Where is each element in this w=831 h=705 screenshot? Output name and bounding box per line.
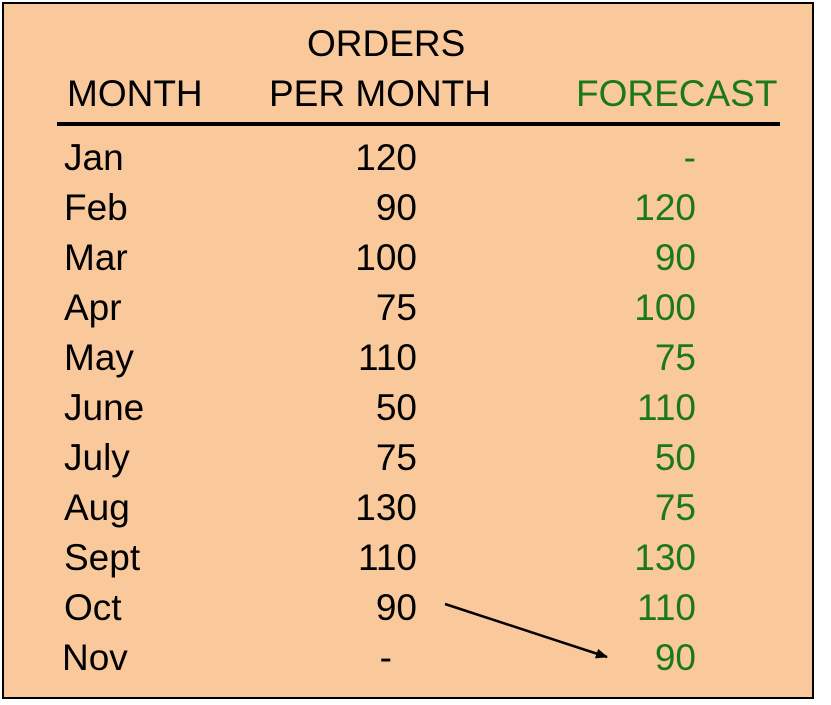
forecast-cell: 75 xyxy=(654,337,696,378)
month-cell: Sept xyxy=(64,537,141,578)
month-cell: July xyxy=(64,437,130,478)
orders-cell: 120 xyxy=(355,137,417,178)
header-month: MONTH xyxy=(67,73,203,114)
month-cell: Oct xyxy=(64,587,122,628)
orders-cell: 50 xyxy=(375,387,417,428)
orders-cell: 90 xyxy=(375,187,417,228)
month-cell: Feb xyxy=(64,187,128,228)
forecast-cell: - xyxy=(683,137,696,178)
arrow-annotation xyxy=(444,602,608,659)
month-cell: Jan xyxy=(64,137,124,178)
forecast-cell: 110 xyxy=(637,587,696,628)
orders-cell: 75 xyxy=(375,437,417,478)
orders-cell: 110 xyxy=(358,537,417,578)
month-cell: Mar xyxy=(64,237,128,278)
forecast-cell: 110 xyxy=(637,387,696,428)
table-panel: ORDERS MONTH PER MONTH FORECAST Jan 120 - F… xyxy=(2,2,814,699)
forecast-cell: 100 xyxy=(634,287,696,328)
arrow-line xyxy=(444,602,608,659)
month-cell: June xyxy=(64,387,145,428)
header-forecast: FORECAST xyxy=(576,73,778,114)
forecast-cell: 90 xyxy=(654,237,696,278)
orders-cell: 130 xyxy=(355,487,417,528)
forecast-cell: 75 xyxy=(654,487,696,528)
header-rule xyxy=(57,122,780,126)
orders-cell: 75 xyxy=(375,287,417,328)
orders-cell: 110 xyxy=(358,337,417,378)
month-cell: Nov xyxy=(62,637,128,678)
orders-cell: 90 xyxy=(375,587,417,628)
orders-cell: 100 xyxy=(355,237,417,278)
month-cell: Apr xyxy=(64,287,122,328)
forecast-cell: 90 xyxy=(654,637,696,678)
month-cell: May xyxy=(64,337,134,378)
header-orders-line2: PER MONTH xyxy=(269,73,491,114)
header-orders-line1: ORDERS xyxy=(307,23,466,64)
month-cell: Aug xyxy=(64,487,130,528)
forecast-cell: 50 xyxy=(654,437,696,478)
forecast-cell: 120 xyxy=(634,187,696,228)
orders-cell: - xyxy=(379,637,392,678)
forecast-cell: 130 xyxy=(634,537,696,578)
